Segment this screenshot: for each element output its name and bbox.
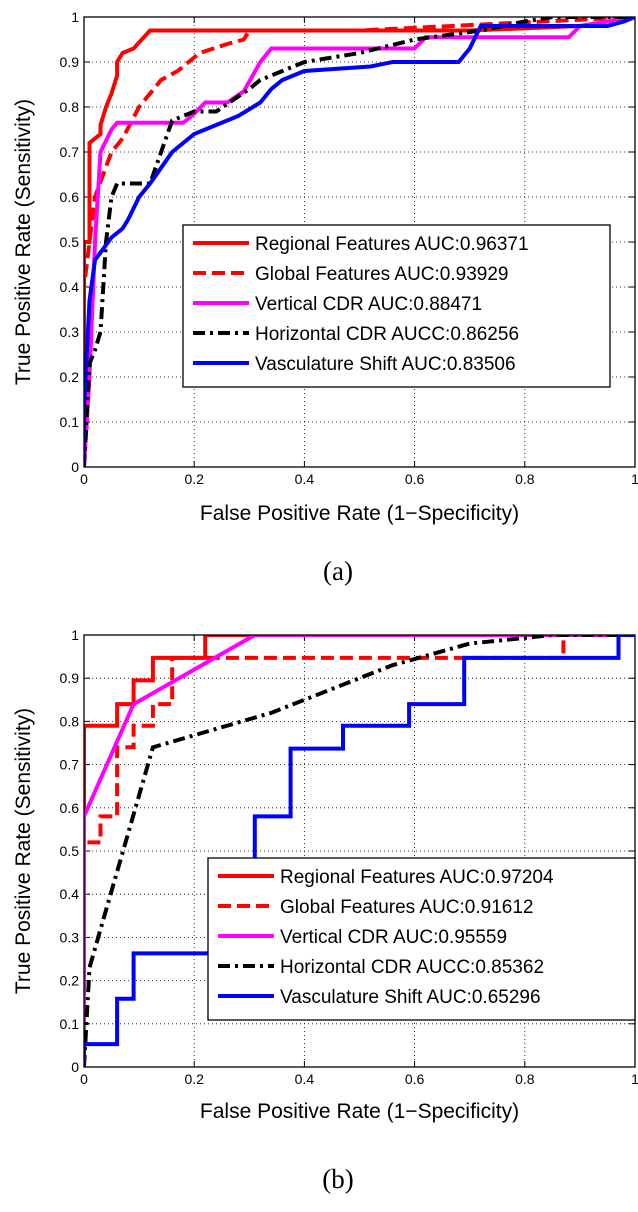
- series-line: [84, 635, 635, 1067]
- y-tick-label: 0.5: [60, 234, 80, 250]
- legend: Regional Features AUC:0.97204 Global Feat…: [207, 857, 636, 1021]
- y-tick-label: 0.6: [60, 800, 80, 816]
- legend-label: Global Features AUC:0.91612: [280, 897, 534, 918]
- series-line: [84, 635, 635, 1067]
- y-tick-label: 0.4: [60, 279, 80, 295]
- series-line: [84, 635, 635, 1067]
- y-tick-label: 0.3: [60, 324, 80, 340]
- y-tick-label: 0.5: [60, 843, 80, 859]
- y-tick-label: 0.9: [60, 670, 80, 686]
- x-tick-label: 0.2: [184, 1071, 204, 1087]
- roc-panel-b: 0 0.2 0.4 0.6 0.8 1 0 0.1 0.2 0.3 0.4 0.5 0.6 0.7 0.8 0…: [12, 627, 638, 1194]
- x-tick-label: 1: [631, 471, 638, 487]
- x-tick-label: 0.6: [405, 1071, 425, 1087]
- legend-label: Horizontal CDR AUCC:0.86256: [255, 324, 519, 345]
- y-tick-label: 0: [71, 459, 79, 475]
- x-tick-label: 0: [80, 1071, 88, 1087]
- y-tick-label: 0.3: [60, 929, 80, 945]
- y-axis-label: True Positive Rate (Sensitivity): [12, 99, 35, 385]
- legend-label: Regional Features AUC:0.96371: [255, 234, 529, 255]
- y-tick-label: 0.2: [60, 369, 80, 385]
- x-tick-label: 0.4: [295, 1071, 315, 1087]
- legend-label: Vasculature Shift AUC:0.83506: [255, 354, 516, 375]
- y-tick-label: 0.1: [60, 414, 80, 430]
- series-line: [84, 17, 635, 467]
- x-tick-label: 0.8: [515, 1071, 535, 1087]
- x-tick-label: 1: [631, 1071, 638, 1087]
- legend-label: Horizontal CDR AUCC:0.85362: [280, 957, 544, 978]
- x-tick-label: 0.8: [515, 471, 535, 487]
- x-tick-label: 0.6: [405, 471, 425, 487]
- axes-frame: [83, 16, 636, 468]
- y-tick-label: 0.9: [60, 54, 80, 70]
- x-tick-label: 0: [80, 471, 88, 487]
- x-tick-label: 0.4: [295, 471, 315, 487]
- y-tick-label: 0.6: [60, 189, 80, 205]
- panel-caption: (a): [323, 556, 353, 586]
- y-tick-label: 0.7: [60, 757, 80, 773]
- legend-label: Regional Features AUC:0.97204: [280, 867, 554, 888]
- legend-box: [207, 857, 636, 1021]
- y-tick-label: 1: [71, 627, 79, 643]
- series-line: [84, 635, 635, 1067]
- roc-panel-a: 0 0.2 0.4 0.6 0.8 1 0 0.1 0.2 0.3 0.4 0.5 0.6 0.7 0.8 0…: [12, 9, 638, 586]
- series-group: [84, 635, 635, 1067]
- series-line: [84, 17, 635, 467]
- legend: Regional Features AUC:0.96371 Global Feat…: [182, 224, 611, 388]
- y-axis-label: True Positive Rate (Sensitivity): [12, 708, 35, 994]
- x-axis-label: False Positive Rate (1−Specificity): [200, 1100, 519, 1123]
- series-group: [84, 17, 635, 467]
- x-tick-label: 0.2: [184, 471, 204, 487]
- legend-label: Vertical CDR AUC:0.95559: [280, 927, 507, 948]
- legend-label: Vasculature Shift AUC:0.65296: [280, 987, 541, 1008]
- legend-box: [182, 224, 611, 388]
- y-tick-label: 0: [71, 1059, 79, 1075]
- y-tick-label: 0.8: [60, 713, 80, 729]
- y-tick-label: 0.1: [60, 1016, 80, 1032]
- y-tick-label: 0.4: [60, 886, 80, 902]
- series-line: [84, 635, 635, 1067]
- y-tick-label: 0.8: [60, 99, 80, 115]
- y-tick-label: 0.2: [60, 973, 80, 989]
- legend-label: Global Features AUC:0.93929: [255, 264, 509, 285]
- y-tick-label: 0.7: [60, 144, 80, 160]
- axes-frame: [83, 634, 636, 1068]
- y-tick-label: 1: [71, 9, 79, 25]
- x-axis-label: False Positive Rate (1−Specificity): [200, 502, 519, 525]
- legend-label: Vertical CDR AUC:0.88471: [255, 294, 482, 315]
- panel-caption: (b): [322, 1164, 353, 1194]
